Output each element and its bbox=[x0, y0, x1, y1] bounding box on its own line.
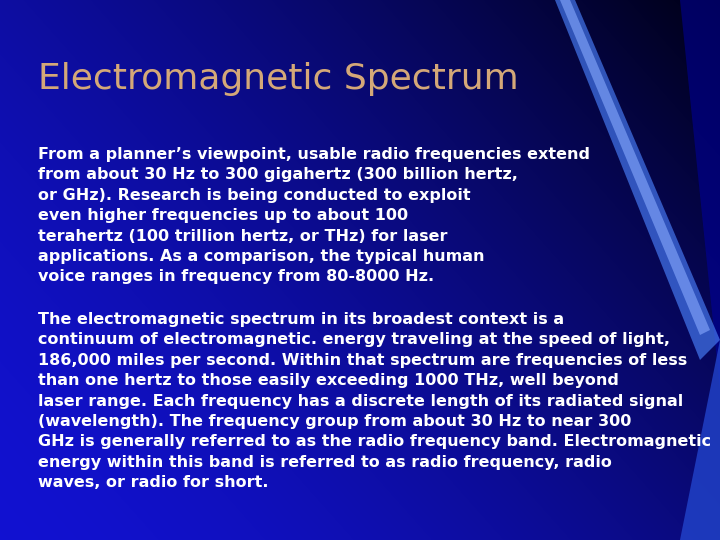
Polygon shape bbox=[555, 0, 720, 360]
Polygon shape bbox=[560, 0, 710, 335]
Text: From a planner’s viewpoint, usable radio frequencies extend
from about 30 Hz to : From a planner’s viewpoint, usable radio… bbox=[38, 147, 590, 285]
Polygon shape bbox=[590, 0, 720, 390]
Polygon shape bbox=[680, 340, 720, 540]
Text: The electromagnetic spectrum in its broadest context is a
continuum of electroma: The electromagnetic spectrum in its broa… bbox=[38, 312, 711, 490]
Text: Electromagnetic Spectrum: Electromagnetic Spectrum bbox=[38, 62, 518, 96]
